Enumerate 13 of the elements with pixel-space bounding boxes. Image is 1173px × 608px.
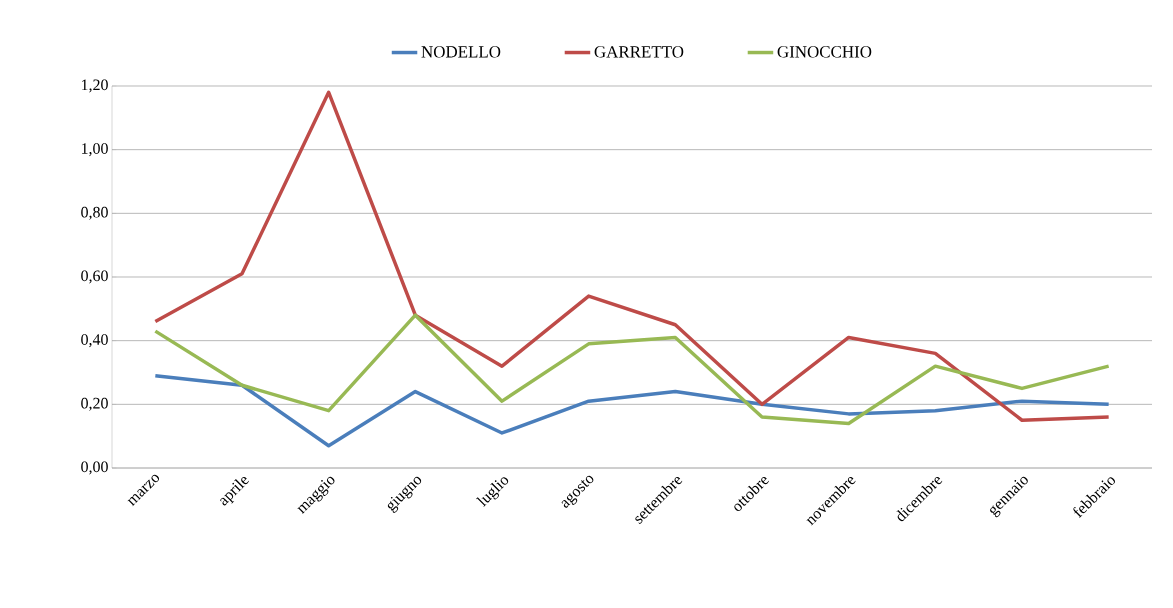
y-tick-label: 0,00 (81, 461, 108, 475)
y-tick-label: 1,00 (81, 143, 108, 157)
y-tick-label: 0,80 (81, 206, 108, 220)
y-tick-label: 1,20 (81, 79, 108, 93)
y-tick-label: 0,40 (81, 334, 108, 348)
line-series (153, 313, 1111, 426)
legend-label: GARRETTO (594, 46, 684, 58)
y-tick-label: 0,60 (81, 270, 108, 284)
legend-label: GINOCCHIO (777, 46, 872, 58)
line-series (153, 373, 1111, 448)
line-series (153, 90, 1111, 422)
y-tick-label: 0,20 (81, 397, 108, 411)
legend-label: NODELLO (421, 46, 501, 58)
